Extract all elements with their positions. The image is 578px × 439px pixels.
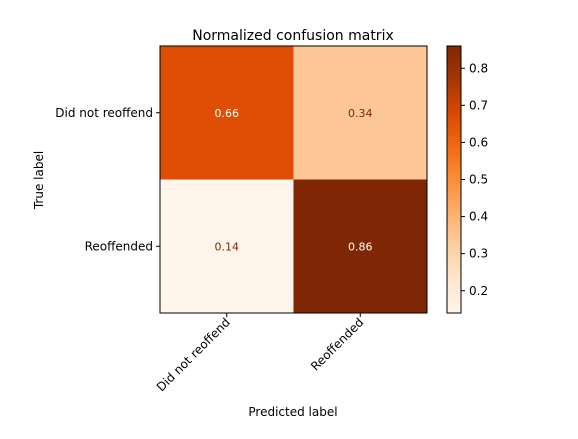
matrix-cell-value-0-0: 0.66 [215, 107, 240, 120]
x-axis-ticks: Did not reoffend Reoffended [154, 313, 366, 394]
matrix-cell-0-0 [160, 46, 294, 180]
colorbar-tick-label: 0.5 [469, 173, 488, 187]
matrix-cell-0-1 [293, 46, 427, 180]
colorbar-tick-label: 0.2 [469, 284, 488, 298]
y-tick-label: Reoffended [85, 239, 153, 253]
colorbar [446, 45, 462, 314]
matrix-frame [159, 45, 428, 314]
matrix-cell-value-0-1: 0.34 [348, 107, 373, 120]
matrix-cell-value-1-1: 0.86 [348, 240, 373, 253]
colorbar-ticks: 0.2 0.3 0.4 0.5 0.6 0.7 0.8 [461, 61, 488, 298]
colorbar-tick-label: 0.4 [469, 210, 488, 224]
y-axis-label: True label [32, 151, 46, 210]
chart-title: Normalized confusion matrix [192, 28, 394, 44]
x-tick-label: Did not reoffend [154, 315, 233, 394]
x-tick-label: Reoffended [308, 315, 366, 373]
matrix-cell-1-1 [293, 179, 427, 313]
colorbar-tick-label: 0.3 [469, 247, 488, 261]
matrix-cells [160, 46, 427, 313]
colorbar-tick-label: 0.8 [469, 61, 488, 75]
matrix-cell-1-0 [160, 179, 294, 313]
colorbar-tick-label: 0.7 [469, 98, 488, 112]
matrix-cell-labels: 0.66 0.34 0.14 0.86 [215, 107, 373, 254]
matrix-cell-value-1-0: 0.14 [215, 240, 240, 253]
colorbar-tick-label: 0.6 [469, 135, 488, 149]
y-tick-label: Did not reoffend [55, 106, 153, 120]
x-axis-label: Predicted label [248, 405, 337, 419]
y-axis-ticks: Did not reoffend Reoffended [55, 106, 160, 253]
